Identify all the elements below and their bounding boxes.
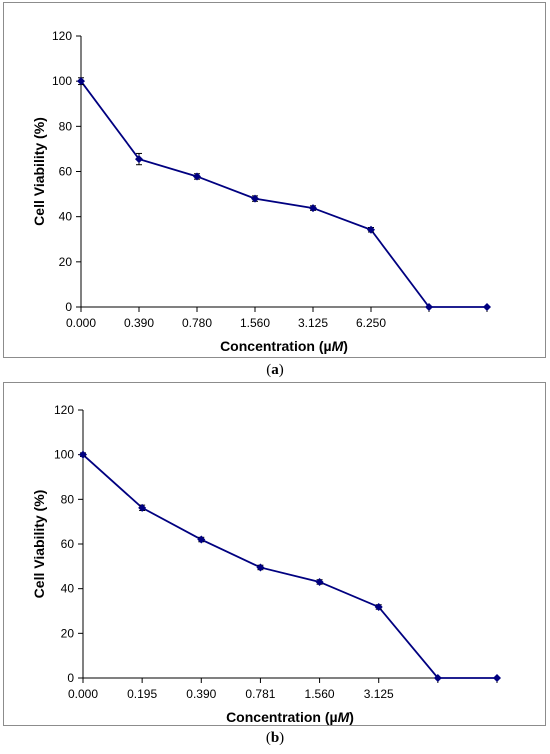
y-tick-label: 100: [54, 448, 74, 462]
y-tick-label: 20: [59, 255, 73, 269]
x-tick-label: 3.125: [298, 316, 328, 330]
y-tick-label: 100: [52, 74, 72, 88]
y-tick-label: 40: [59, 210, 73, 224]
caption-a: (a): [0, 362, 550, 379]
data-point: [135, 155, 143, 164]
x-axis-title: Concentration (µM): [220, 338, 348, 354]
x-axis-title: Concentration (µM): [226, 709, 354, 725]
x-tick-label: 1.560: [240, 316, 270, 330]
y-tick-label: 0: [65, 300, 72, 314]
data-point: [79, 450, 87, 459]
y-tick-label: 0: [67, 671, 74, 685]
x-tick-label: 0.195: [127, 687, 157, 701]
data-point: [256, 563, 265, 572]
y-tick-label: 120: [52, 29, 72, 43]
x-tick-label: 0.390: [186, 687, 216, 701]
x-tick-label: 0.780: [182, 316, 212, 330]
data-point: [309, 204, 317, 213]
data-point: [315, 577, 324, 586]
data-point: [483, 303, 491, 311]
x-tick-label: 3.125: [364, 687, 394, 701]
data-point: [77, 77, 85, 86]
data-point: [425, 303, 433, 311]
x-tick-label: 0.000: [68, 687, 98, 701]
y-tick-label: 40: [61, 582, 75, 596]
caption-a-letter: a: [271, 362, 279, 378]
caption-b-close: ): [279, 730, 285, 746]
chart-b-svg: 0 20 40 60 80 100 120 0.000 0.195 0.390 0.781 1.560…: [31, 403, 501, 725]
series-line: [82, 453, 497, 679]
data-point: [138, 503, 147, 512]
caption-a-open: (: [266, 362, 272, 378]
data-point: [193, 172, 201, 181]
y-axis-title: Cell Viability (%): [31, 490, 47, 599]
y-tick-label: 80: [61, 492, 75, 506]
y-tick-label: 60: [59, 165, 73, 179]
data-point: [374, 602, 383, 611]
caption-b-letter: b: [270, 730, 280, 746]
caption-b-open: (: [265, 730, 271, 746]
caption-b: (b): [0, 730, 550, 747]
y-tick-label: 80: [59, 119, 73, 133]
chart-panel-b: 0 20 40 60 80 100 120 0.000 0.195 0.390 0.781 1.560…: [3, 382, 546, 726]
y-axis-title: Cell Viability (%): [31, 117, 47, 226]
y-tick-label: 20: [61, 626, 75, 640]
y-tick-label: 120: [54, 403, 74, 417]
chart-panel-a: 0 20 40 60 80 100 120 0.000 0.390 0.780 1.560 3.125…: [3, 2, 546, 358]
data-point: [251, 194, 259, 203]
x-tick-label: 6.250: [356, 316, 386, 330]
y-tick-label: 60: [61, 537, 75, 551]
data-point: [433, 674, 442, 682]
caption-a-close: ): [278, 362, 284, 378]
chart-a-svg: 0 20 40 60 80 100 120 0.000 0.390 0.780 1.560 3.125…: [31, 29, 491, 354]
data-point: [493, 674, 501, 682]
series-line: [80, 80, 487, 308]
data-point: [367, 225, 375, 234]
x-tick-label: 0.390: [124, 316, 154, 330]
data-point: [197, 535, 206, 544]
x-tick-label: 0.000: [66, 316, 96, 330]
x-tick-label: 0.781: [245, 687, 275, 701]
x-tick-label: 1.560: [305, 687, 335, 701]
